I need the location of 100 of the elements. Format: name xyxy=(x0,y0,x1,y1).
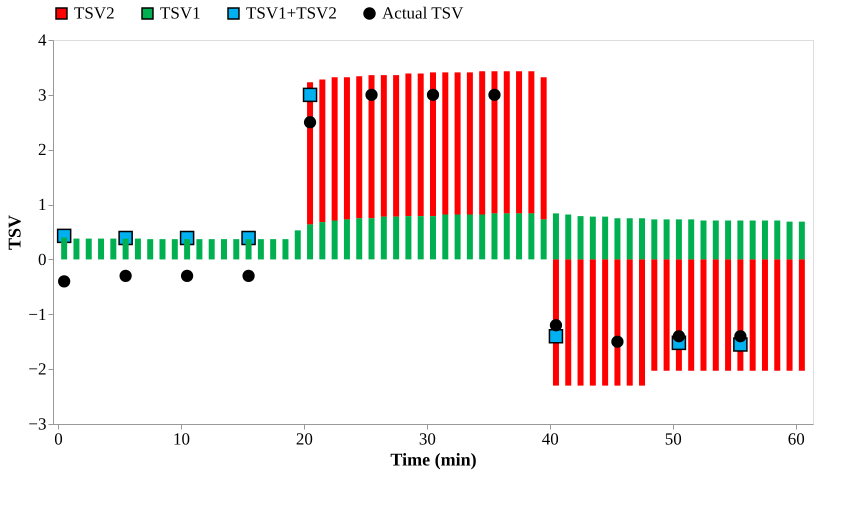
bar xyxy=(466,72,473,214)
bar xyxy=(172,239,178,260)
bar xyxy=(528,213,534,260)
point xyxy=(120,270,132,282)
bar xyxy=(98,238,104,260)
bar xyxy=(246,239,252,260)
bar xyxy=(393,75,400,217)
y-tick-label: 3 xyxy=(38,85,46,104)
bar xyxy=(590,216,596,260)
bar xyxy=(147,239,154,260)
bar xyxy=(430,216,436,260)
point xyxy=(488,88,501,101)
bar xyxy=(762,259,768,371)
y-tick-label: 4 xyxy=(38,30,47,50)
bar xyxy=(466,214,473,260)
bar xyxy=(220,239,227,260)
point xyxy=(548,328,564,344)
bar xyxy=(491,71,498,214)
bar xyxy=(504,213,510,260)
bar xyxy=(651,219,658,260)
bar xyxy=(700,220,706,260)
bar xyxy=(578,216,584,260)
y-axis-title: TSV xyxy=(4,214,24,250)
bar xyxy=(122,238,129,260)
y-tick-label: −1 xyxy=(28,304,46,324)
bar xyxy=(774,220,780,260)
bar xyxy=(639,259,646,386)
bar xyxy=(442,72,448,214)
bar xyxy=(602,216,608,260)
bar xyxy=(258,239,264,260)
x-tick-label: 20 xyxy=(296,430,313,448)
bar xyxy=(798,222,805,260)
x-axis-title: Time (min) xyxy=(390,450,477,470)
bar xyxy=(798,259,805,371)
bar xyxy=(651,259,658,371)
point xyxy=(365,88,378,101)
bar xyxy=(110,238,116,260)
bar xyxy=(233,239,240,260)
point xyxy=(304,116,316,128)
y-tick-label: 0 xyxy=(38,250,46,269)
bar xyxy=(61,237,68,260)
x-tick-label: 30 xyxy=(418,430,436,448)
bar xyxy=(614,259,620,386)
bar xyxy=(368,75,375,218)
bar xyxy=(540,219,547,260)
bar xyxy=(479,214,486,260)
bar xyxy=(344,77,350,220)
x-tick-label: 10 xyxy=(172,430,190,448)
bar xyxy=(73,238,80,260)
point xyxy=(180,270,194,282)
bar xyxy=(626,218,633,260)
bar xyxy=(688,259,694,371)
bar xyxy=(134,238,141,260)
bar xyxy=(430,72,436,216)
bar xyxy=(270,239,276,260)
bar xyxy=(208,239,215,260)
bar xyxy=(160,239,166,260)
bar xyxy=(786,259,793,371)
bar xyxy=(454,72,461,214)
bar xyxy=(750,259,756,371)
bar xyxy=(418,216,424,260)
point xyxy=(302,88,318,102)
legend-label: TSV1 xyxy=(160,4,201,23)
bar xyxy=(786,222,793,260)
point xyxy=(611,336,624,348)
bar xyxy=(332,220,338,260)
bar xyxy=(504,71,510,214)
bar xyxy=(491,213,498,260)
x-tick-label: 60 xyxy=(788,430,805,448)
legend-label: TSV1+TSV2 xyxy=(246,4,337,23)
y-tick-label: −3 xyxy=(28,414,46,434)
bar xyxy=(86,238,92,260)
bar xyxy=(639,218,646,260)
y-tick-label: 1 xyxy=(38,195,46,214)
bar xyxy=(356,218,362,260)
bar xyxy=(552,213,559,260)
bar xyxy=(528,71,534,214)
x-tick-label: 0 xyxy=(54,430,63,448)
point xyxy=(734,330,746,342)
bar xyxy=(319,222,326,260)
bar xyxy=(380,216,387,260)
point xyxy=(672,330,686,342)
bar xyxy=(590,259,596,386)
bar xyxy=(516,213,522,260)
bar xyxy=(393,216,400,260)
bar xyxy=(565,214,572,260)
bar xyxy=(405,73,412,216)
legend-label: TSV2 xyxy=(74,4,115,23)
bar xyxy=(664,219,670,260)
bar xyxy=(750,220,756,260)
bar xyxy=(307,224,314,260)
point xyxy=(242,270,255,282)
bar xyxy=(454,214,461,260)
point xyxy=(58,275,70,288)
legend-label: Actual TSV xyxy=(382,4,464,23)
bar xyxy=(626,259,633,386)
bar xyxy=(540,77,547,220)
bar xyxy=(442,214,448,260)
bar xyxy=(737,220,744,260)
bar xyxy=(294,230,301,260)
